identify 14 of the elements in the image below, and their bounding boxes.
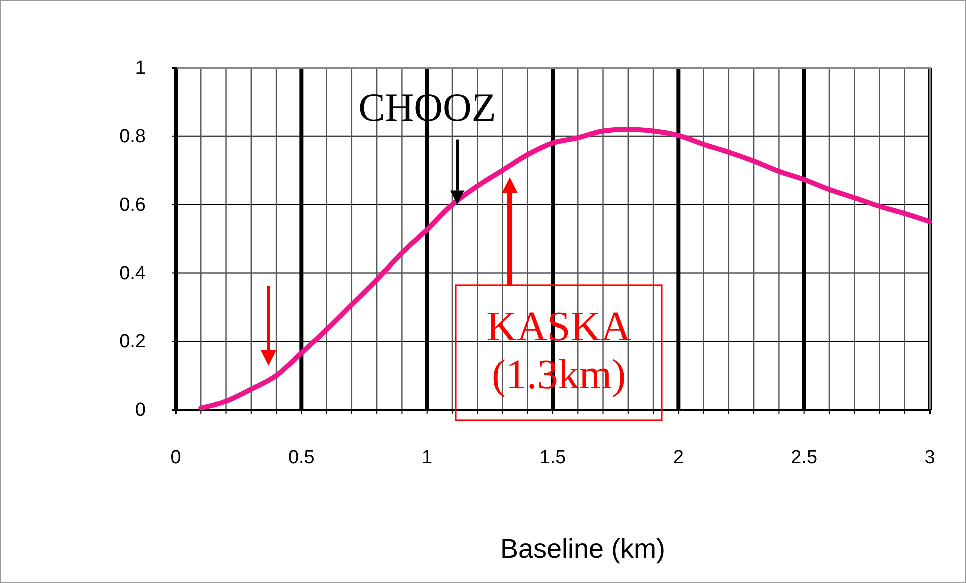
x-tick-label: 2 <box>673 447 684 468</box>
x-tick-label: 2.5 <box>791 447 818 468</box>
x-axis-title: Baseline (km) <box>500 534 666 564</box>
x-tick-label: 3 <box>924 447 936 468</box>
x-tick-label: 1.5 <box>540 447 566 468</box>
x-tick-label: 1 <box>422 447 433 468</box>
x-tick-label: 0 <box>170 447 182 468</box>
y-tick-label: 0.8 <box>120 126 146 148</box>
y-tick-label: 0.2 <box>120 332 146 353</box>
y-tick-label: 0.6 <box>120 194 146 216</box>
y-tick-label: 1 <box>135 58 146 80</box>
y-tick-label: 0.4 <box>120 263 146 284</box>
x-tick-label: 0.5 <box>288 447 315 468</box>
y-tick-label: 0 <box>135 400 146 422</box>
